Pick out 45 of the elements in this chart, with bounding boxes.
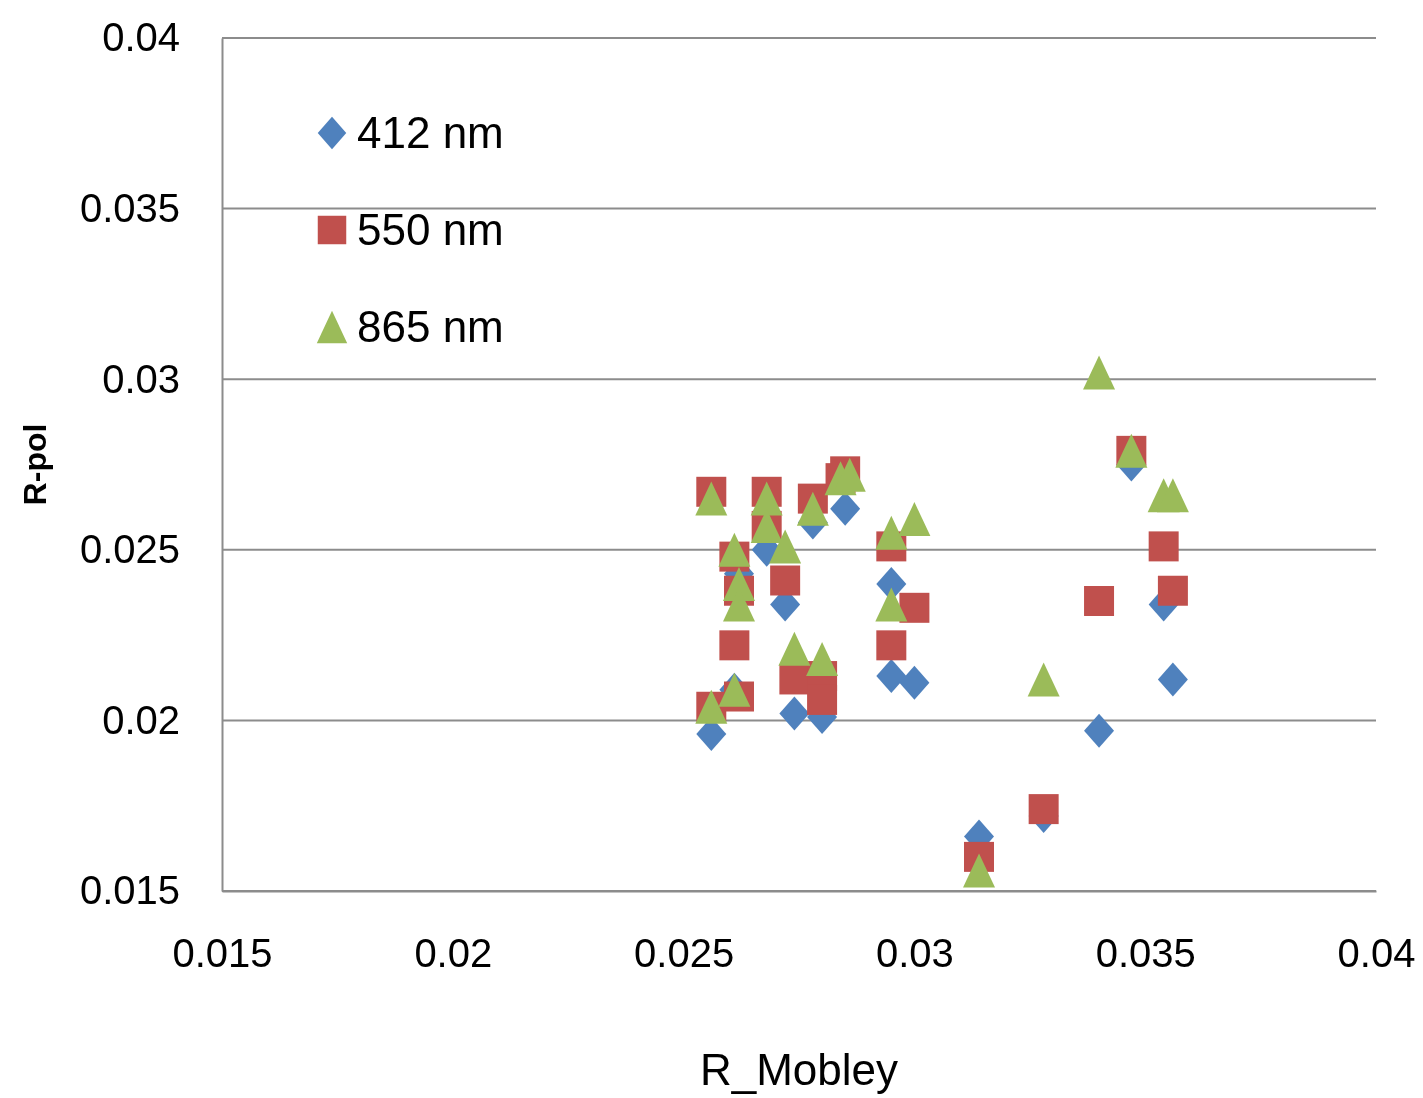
legend-label: 550 nm xyxy=(357,205,504,255)
x-tick-label: 0.04 xyxy=(1337,931,1416,976)
legend-label: 412 nm xyxy=(357,108,504,158)
point xyxy=(1157,575,1188,606)
point xyxy=(876,659,907,694)
point xyxy=(807,684,838,715)
point xyxy=(695,481,728,516)
point xyxy=(1028,794,1059,825)
y-tick-label: 0.04 xyxy=(102,15,180,60)
x-tick-label: 0.025 xyxy=(634,931,735,976)
point xyxy=(769,529,802,564)
point xyxy=(1157,662,1188,697)
point xyxy=(899,665,930,700)
y-tick-label: 0.025 xyxy=(79,527,180,572)
y-tick-label: 0.02 xyxy=(102,697,180,742)
point xyxy=(1084,585,1115,616)
point xyxy=(806,641,839,676)
point xyxy=(1148,531,1179,562)
point xyxy=(1156,478,1189,513)
point xyxy=(770,565,801,596)
point xyxy=(875,515,908,550)
y-axis-title: R-pol xyxy=(17,423,53,506)
x-tick-label: 0.015 xyxy=(172,931,273,976)
legend-label: 865 nm xyxy=(357,302,504,352)
point xyxy=(876,630,907,661)
point xyxy=(875,587,908,622)
y-tick-label: 0.03 xyxy=(102,356,180,401)
point xyxy=(898,502,931,537)
point xyxy=(899,592,930,623)
y-tick-label: 0.015 xyxy=(79,868,180,913)
x-tick-label: 0.035 xyxy=(1095,931,1196,976)
point xyxy=(779,696,810,731)
point xyxy=(1083,355,1116,390)
point xyxy=(1027,662,1060,697)
x-tick-label: 0.03 xyxy=(875,931,954,976)
point xyxy=(719,630,750,661)
point xyxy=(796,491,829,526)
x-axis-title: R_Mobley xyxy=(699,1045,899,1094)
point xyxy=(1084,713,1115,748)
point xyxy=(963,853,996,888)
point xyxy=(750,481,783,516)
point xyxy=(778,631,811,666)
x-tick-label: 0.02 xyxy=(414,931,493,976)
y-tick-label: 0.035 xyxy=(79,185,180,230)
point xyxy=(718,532,751,567)
